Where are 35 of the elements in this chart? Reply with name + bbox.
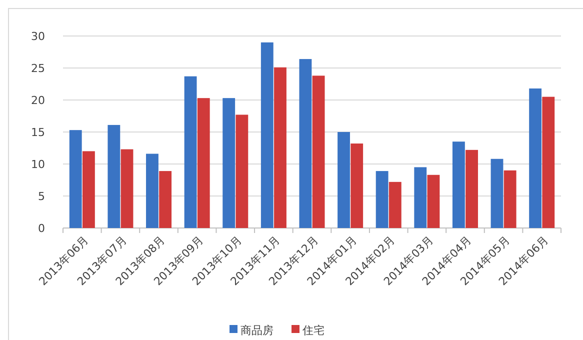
legend-label: 商品房: [240, 324, 274, 337]
y-tick-label: 30: [31, 30, 45, 43]
y-tick-label: 25: [31, 62, 45, 75]
bar: [504, 170, 516, 228]
bar: [529, 88, 542, 228]
bar: [222, 98, 236, 228]
bar: [260, 42, 274, 228]
bar: [452, 142, 465, 228]
bar: [350, 144, 364, 228]
y-tick-label: 10: [31, 158, 45, 171]
bar: [108, 124, 120, 228]
y-tick-label: 20: [31, 94, 45, 107]
bar: [69, 130, 82, 228]
bar: [299, 59, 312, 228]
bar: [82, 151, 95, 228]
bar: [490, 158, 504, 228]
bar: [427, 174, 440, 228]
bar: [466, 150, 478, 228]
bar: [338, 132, 350, 228]
bar: [274, 67, 286, 228]
bar: [376, 171, 388, 228]
bar: [542, 96, 555, 228]
bar: [159, 171, 172, 228]
bar: [146, 154, 158, 228]
bar: [312, 76, 325, 228]
bar: [414, 167, 427, 228]
bar: [120, 149, 134, 228]
y-tick-label: 5: [38, 190, 45, 203]
bar: [184, 76, 197, 228]
y-tick-label: 15: [31, 126, 45, 139]
y-tick-label: 0: [38, 222, 45, 235]
bar: [388, 182, 402, 228]
legend-label: 住宅: [302, 324, 324, 337]
bar: [197, 98, 210, 228]
bar: [236, 114, 248, 228]
